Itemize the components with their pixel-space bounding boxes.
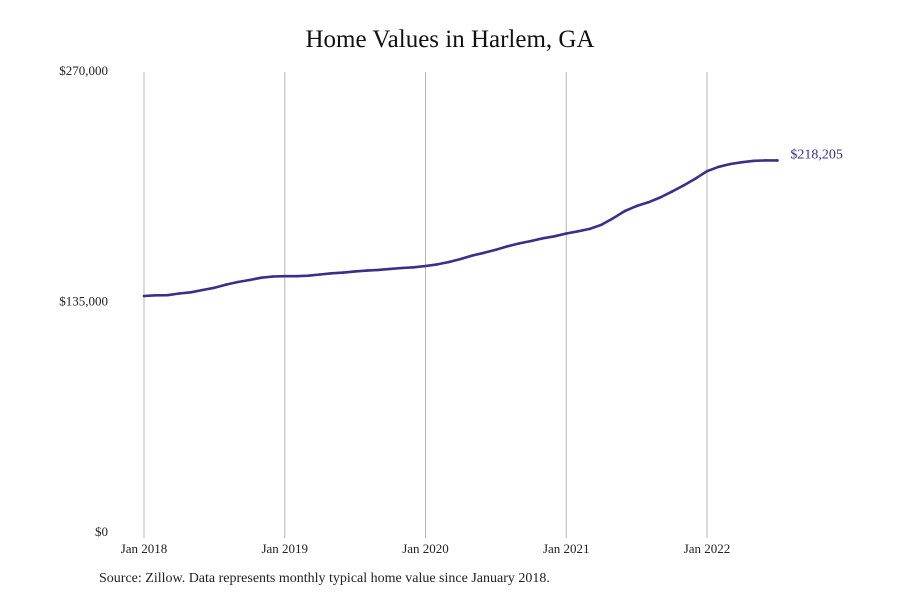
end-value-label: $218,205	[790, 148, 843, 163]
x-tick-label: Jan 2021	[543, 541, 590, 556]
data-point	[260, 276, 263, 280]
axis-labels: Jan 2018 Jan 2019 Jan 2020 Jan 2021 Jan 2022…	[59, 63, 730, 556]
x-tick-label: Jan 2018	[121, 541, 168, 556]
gridlines	[143, 72, 708, 538]
data-point	[588, 227, 591, 231]
data-point	[494, 248, 498, 251]
y-tick-label: $270,000	[59, 63, 108, 78]
data-point	[389, 267, 392, 271]
data-point	[189, 291, 193, 294]
data-point	[682, 184, 685, 187]
data-point	[635, 204, 638, 208]
data-point	[611, 216, 615, 220]
data-point	[318, 273, 322, 276]
data-point	[224, 283, 228, 286]
data-point	[541, 237, 545, 240]
data-point	[623, 209, 627, 213]
data-point	[705, 169, 709, 173]
data-point	[459, 257, 463, 261]
x-tick-label: Jan 2022	[684, 541, 731, 556]
x-tick-label: Jan 2019	[261, 541, 308, 556]
data-point	[271, 275, 275, 278]
data-point	[647, 201, 650, 204]
data-point	[506, 245, 509, 248]
data-point	[213, 286, 216, 290]
data-point	[600, 223, 603, 227]
data-point	[400, 266, 404, 270]
x-tick-label: Jan 2020	[402, 541, 449, 556]
data-point	[201, 288, 204, 292]
data-point	[295, 274, 298, 278]
data-point	[553, 235, 556, 238]
data-point	[670, 190, 674, 193]
data-point	[447, 260, 451, 264]
data-point	[365, 269, 369, 272]
chart-title: Home Values in Harlem, GA	[305, 26, 595, 53]
data-point	[166, 293, 169, 297]
data-point	[377, 268, 380, 272]
data-point	[353, 270, 357, 273]
data-point	[306, 274, 310, 278]
data-point	[424, 264, 427, 268]
data-point	[236, 280, 240, 284]
data-point	[694, 177, 697, 180]
data-point	[752, 159, 756, 163]
data-point	[717, 165, 720, 169]
data-point	[482, 251, 486, 255]
data-point	[729, 162, 732, 166]
y-tick-label: $135,000	[59, 293, 108, 308]
data-point	[248, 278, 251, 282]
series-line	[142, 159, 779, 298]
data-point	[283, 274, 287, 278]
data-point	[529, 239, 533, 243]
data-point	[576, 230, 580, 233]
data-point	[740, 160, 744, 164]
data-point	[412, 266, 416, 269]
data-point	[342, 271, 345, 274]
data-point	[776, 159, 779, 162]
data-point	[518, 242, 521, 245]
data-point	[471, 254, 474, 257]
data-point	[177, 292, 181, 295]
data-point	[330, 272, 334, 275]
series-layer: $218,205	[142, 148, 843, 298]
data-point	[565, 232, 568, 235]
source-note: Source: Zillow. Data represents monthly …	[99, 571, 550, 586]
data-point	[764, 159, 767, 162]
data-point	[435, 263, 439, 266]
data-point	[658, 196, 662, 199]
data-point	[142, 294, 146, 298]
y-tick-label: $0	[95, 524, 108, 539]
data-point	[154, 294, 157, 297]
